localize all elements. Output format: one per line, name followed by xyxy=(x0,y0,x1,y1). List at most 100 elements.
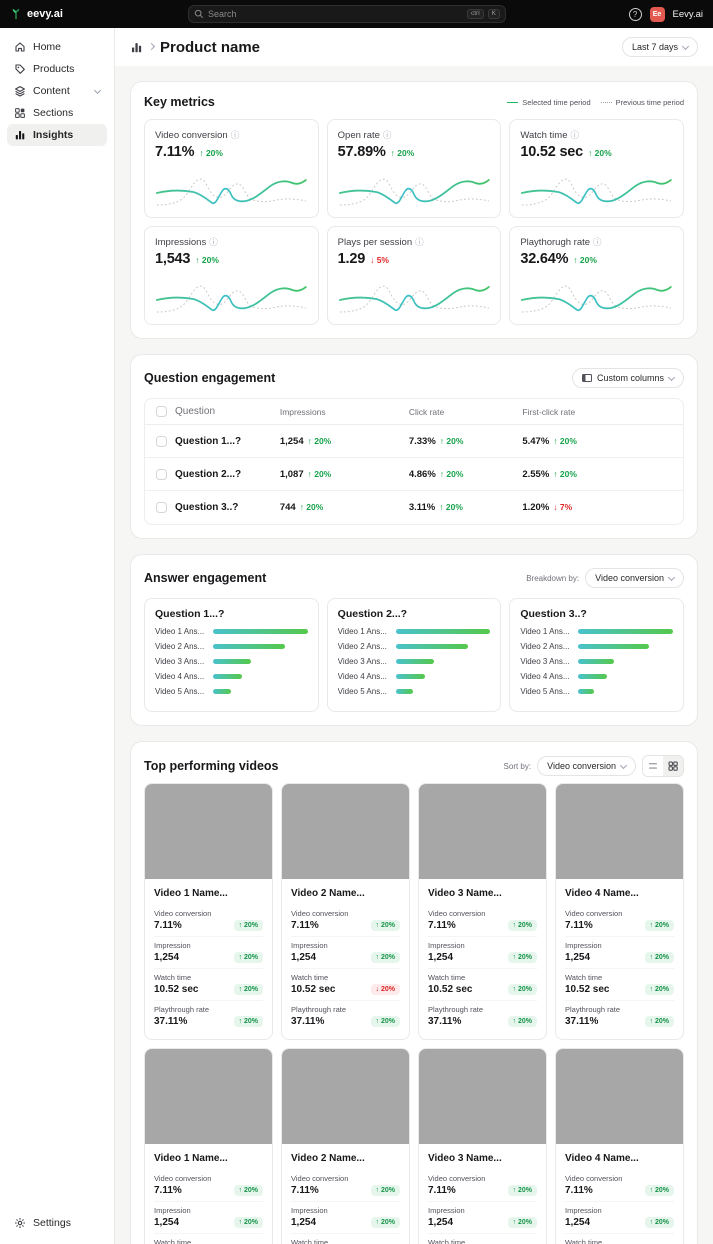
stat-label: Video conversion xyxy=(565,1174,623,1183)
info-icon[interactable]: ⓘ xyxy=(209,237,218,247)
stat-label: Video conversion xyxy=(154,1174,212,1183)
video-card[interactable]: Video 2 Name... Video conversion 7.11% ↑… xyxy=(281,783,410,1040)
time-period-dropdown[interactable]: Last 7 days xyxy=(621,37,698,57)
sidebar-item-settings[interactable]: Settings xyxy=(7,1212,107,1234)
table-row[interactable]: Question 3..? 744 ↑ 20% 3.11% ↑ 20% 1.20% ↓… xyxy=(145,491,683,524)
bar-row: Video 5 Ans... xyxy=(338,687,491,696)
video-thumbnail xyxy=(419,1049,546,1144)
video-stat: Impression 1,254 ↑ 20% xyxy=(428,937,537,969)
video-card[interactable]: Video 1 Name... Video conversion 7.11% ↑… xyxy=(144,783,273,1040)
sidebar-item-label: Home xyxy=(33,41,62,53)
stat-change-badge: ↑ 20% xyxy=(507,1185,537,1196)
metric-label: Impressions xyxy=(155,236,207,248)
sidebar-item-content[interactable]: Content xyxy=(7,80,107,102)
list-view-button[interactable] xyxy=(643,756,663,776)
stat-label: Impression xyxy=(428,941,465,950)
info-icon[interactable]: ⓘ xyxy=(593,237,602,247)
bar-label: Video 3 Ans... xyxy=(520,657,570,666)
sort-value: Video conversion xyxy=(547,761,616,771)
row-checkbox[interactable] xyxy=(156,502,167,513)
metric-card[interactable]: Watch time ⓘ 10.52 sec ↑ 20% xyxy=(509,119,684,218)
bar-fill xyxy=(578,659,615,664)
custom-columns-label: Custom columns xyxy=(596,373,664,383)
sidebar-item-insights[interactable]: Insights xyxy=(7,124,107,146)
metric-label: Open rate xyxy=(337,129,380,141)
stat-label: Watch time xyxy=(291,973,329,982)
video-card[interactable]: Video 2 Name... Video conversion 7.11% ↑… xyxy=(281,1048,410,1244)
breakdown-dropdown[interactable]: Video conversion xyxy=(585,568,684,588)
sidebar-item-sections[interactable]: Sections xyxy=(7,102,107,124)
answer-chart-title: Question 2...? xyxy=(337,608,408,620)
stat-value: 10.52 sec xyxy=(291,984,336,995)
custom-columns-button[interactable]: Custom columns xyxy=(571,368,684,388)
row-checkbox[interactable] xyxy=(156,435,167,447)
bar-row: Video 2 Ans... xyxy=(520,642,673,651)
select-all-checkbox[interactable] xyxy=(156,406,167,417)
sparkline-chart xyxy=(521,178,673,206)
table-row[interactable]: Question 2...? 1,087 ↑ 20% 4.86% ↑ 20% 2.5… xyxy=(145,458,683,491)
avatar[interactable]: Ee xyxy=(649,6,665,22)
info-icon[interactable]: ⓘ xyxy=(230,130,240,140)
chevron-down-icon xyxy=(93,86,102,94)
legend-selected-label: Selected time period xyxy=(522,97,591,107)
stat-label: Impression xyxy=(565,1206,602,1215)
metric-grid: Video conversion ⓘ 7.11% ↑ 20% xyxy=(144,119,684,325)
selected-period-line xyxy=(338,179,490,205)
stat-change-badge: ↑ 20% xyxy=(370,1016,400,1027)
stat-label: Watch time xyxy=(291,1238,329,1244)
metric-card[interactable]: Playthorugh rate ⓘ 32.64% ↑ 20% xyxy=(509,226,684,325)
account-name[interactable]: Eevy.ai xyxy=(672,8,703,20)
stat-label: Watch time xyxy=(565,1238,603,1244)
chevron-down-icon xyxy=(681,42,690,50)
search-input[interactable] xyxy=(208,9,463,19)
bar-label: Video 4 Ans... xyxy=(337,672,387,681)
metric-card[interactable]: Open rate ⓘ 57.89% ↑ 20% xyxy=(326,119,502,218)
stat-value: 10.52 sec xyxy=(565,984,610,995)
sort-dropdown[interactable]: Video conversion xyxy=(537,756,636,776)
video-thumbnail xyxy=(282,784,409,879)
previous-period-line xyxy=(522,178,672,206)
video-stat: Watch time 10.52 sec ↑ 20% xyxy=(565,969,674,1001)
stat-label: Video conversion xyxy=(428,1174,486,1183)
video-stat: Video conversion 7.11% ↑ 20% xyxy=(565,905,674,937)
help-icon[interactable]: ? xyxy=(628,7,642,21)
stat-value: 37.11% xyxy=(565,1016,599,1027)
sidebar-item-products[interactable]: Products xyxy=(7,58,107,80)
search-bar[interactable]: ctrl K xyxy=(188,5,506,23)
info-icon[interactable]: ⓘ xyxy=(382,130,392,140)
stat-label: Watch time xyxy=(428,1238,466,1244)
video-card[interactable]: Video 4 Name... Video conversion 7.11% ↑… xyxy=(555,1048,684,1244)
video-card[interactable]: Video 4 Name... Video conversion 7.11% ↑… xyxy=(555,783,684,1040)
bar-track xyxy=(578,689,673,694)
stat-change-badge: ↑ 20% xyxy=(233,984,263,995)
bar-label: Video 4 Ans... xyxy=(520,672,570,681)
tag-icon xyxy=(15,64,25,74)
bar-fill xyxy=(578,629,673,634)
info-icon[interactable]: ⓘ xyxy=(415,237,424,247)
metric-value: 7.11% xyxy=(155,144,195,160)
sidebar-item-home[interactable]: Home xyxy=(7,36,107,58)
video-card[interactable]: Video 1 Name... Video conversion 7.11% ↑… xyxy=(144,1048,273,1244)
metric-card[interactable]: Video conversion ⓘ 7.11% ↑ 20% xyxy=(144,119,319,218)
stat-value: 7.11% xyxy=(154,1185,182,1196)
video-card[interactable]: Video 3 Name... Video conversion 7.11% ↑… xyxy=(418,1048,547,1244)
stat-value: 1,254 xyxy=(428,1217,454,1228)
bar-label: Video 3 Ans... xyxy=(155,657,205,666)
selected-period-line xyxy=(338,286,490,312)
metric-card[interactable]: Impressions ⓘ 1,543 ↑ 20% xyxy=(144,226,319,325)
app-logo[interactable]: eevy.ai xyxy=(10,8,63,20)
bar-row: Video 5 Ans... xyxy=(155,687,308,696)
first-click-rate-change: ↑ 20% xyxy=(553,468,577,479)
grid-view-button[interactable] xyxy=(663,756,683,776)
insights-breadcrumb-icon xyxy=(131,42,142,52)
bar-fill xyxy=(395,629,491,634)
table-row[interactable]: Question 1...? 1,254 ↑ 20% 7.33% ↑ 20% 5.4… xyxy=(145,425,683,458)
bar-fill xyxy=(213,689,231,694)
bar-fill xyxy=(578,674,607,679)
info-icon[interactable]: ⓘ xyxy=(570,130,580,140)
row-checkbox[interactable] xyxy=(156,468,167,480)
bar-row: Video 5 Ans... xyxy=(520,687,673,696)
sparkline-chart xyxy=(155,285,307,313)
video-card[interactable]: Video 3 Name... Video conversion 7.11% ↑… xyxy=(418,783,547,1040)
metric-card[interactable]: Plays per session ⓘ 1.29 ↓ 5% xyxy=(326,226,502,325)
